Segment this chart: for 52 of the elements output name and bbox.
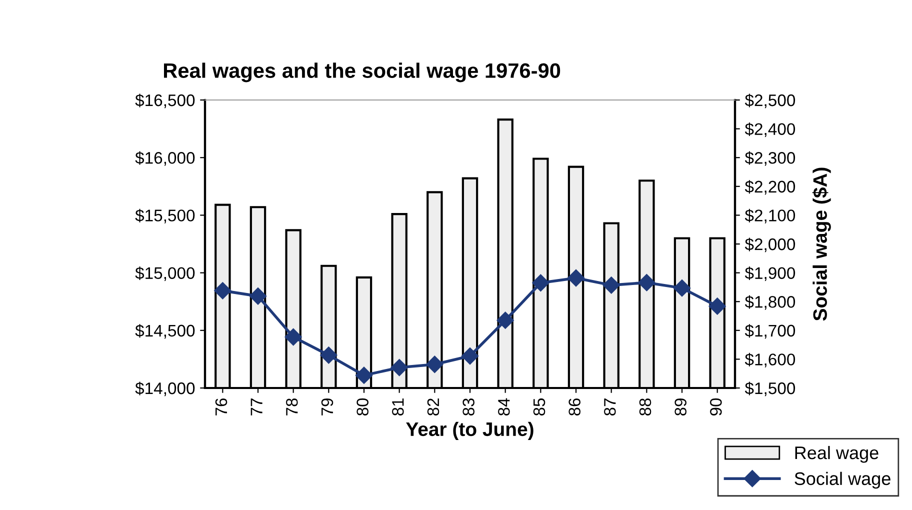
y-tick-label: $16,000 bbox=[135, 151, 195, 166]
x-tick-label: 89 bbox=[674, 398, 686, 416]
chart-title: Real wages and the social wage 1976-90 bbox=[164, 62, 560, 82]
y2-tick-label: $2,300 bbox=[744, 151, 796, 166]
x-tick-label: 76 bbox=[215, 398, 228, 416]
y-tick-label: $15,000 bbox=[135, 266, 195, 281]
point bbox=[708, 298, 726, 315]
point bbox=[532, 274, 550, 292]
point bbox=[355, 366, 373, 384]
point bbox=[284, 328, 302, 346]
x-tick-label: 79 bbox=[321, 398, 334, 416]
x-tick-label: 90 bbox=[710, 398, 722, 416]
y-tick-label: $14,500 bbox=[135, 324, 195, 339]
y2-axis-title: Social wage ($A) bbox=[812, 168, 831, 321]
point bbox=[214, 282, 232, 300]
y2-tick-label: $1,700 bbox=[744, 324, 796, 339]
point bbox=[320, 346, 338, 364]
x-tick-label: 84 bbox=[498, 398, 510, 416]
y2-tick-label: $2,400 bbox=[744, 122, 796, 137]
x-tick-label: 81 bbox=[392, 398, 404, 416]
y2-tick-label: $1,900 bbox=[744, 266, 796, 281]
x-tick-label: 85 bbox=[533, 398, 546, 416]
point bbox=[602, 276, 620, 294]
y-tick-label: $16,500 bbox=[135, 94, 195, 108]
x-tick-label: 82 bbox=[427, 398, 440, 416]
legend-label: Social wage bbox=[794, 472, 890, 489]
y-tick-label: $14,000 bbox=[135, 382, 195, 396]
x-tick-label: 86 bbox=[568, 398, 580, 416]
x-tick-label: 80 bbox=[356, 398, 368, 416]
x-axis-title: Year (to June) bbox=[406, 422, 534, 440]
x-tick-label: 88 bbox=[639, 398, 652, 416]
y2-tick-label: $1,800 bbox=[744, 295, 796, 310]
point bbox=[673, 280, 691, 297]
x-tick-label: 87 bbox=[604, 398, 616, 416]
point bbox=[426, 356, 444, 373]
point bbox=[249, 288, 267, 305]
y-tick-label: $15,500 bbox=[135, 208, 195, 224]
point bbox=[638, 274, 656, 292]
x-tick-label: 77 bbox=[250, 398, 262, 416]
point bbox=[390, 359, 408, 376]
y2-tick-label: $2,100 bbox=[744, 208, 796, 224]
x-tick-label: 78 bbox=[286, 398, 298, 416]
point bbox=[567, 269, 585, 287]
y2-tick-label: $1,600 bbox=[744, 352, 796, 368]
x-tick-label: 83 bbox=[462, 398, 474, 416]
y2-tick-label: $1,500 bbox=[744, 382, 796, 396]
y2-tick-label: $2,200 bbox=[744, 180, 796, 195]
legend-label: Real wage bbox=[795, 446, 878, 463]
y2-tick-label: $2,000 bbox=[744, 238, 796, 252]
y2-tick-label: $2,500 bbox=[744, 94, 796, 108]
point bbox=[461, 347, 479, 365]
point bbox=[496, 312, 514, 329]
